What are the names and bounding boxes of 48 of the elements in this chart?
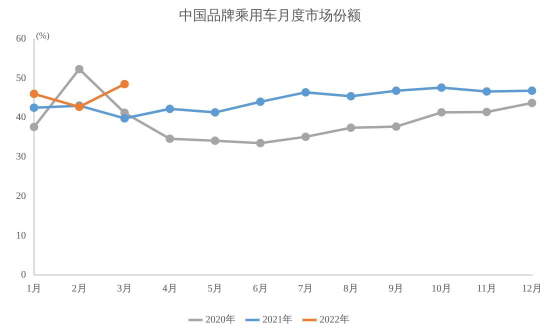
- y-tick-label: 20: [16, 190, 26, 202]
- point: [392, 122, 400, 131]
- x-tick-label: 6月: [252, 284, 268, 295]
- x-tick-label: 4月: [162, 284, 178, 295]
- point: [437, 108, 446, 117]
- y-tick-label: 50: [16, 72, 26, 84]
- x-tick-label: 10月: [431, 284, 452, 295]
- point: [528, 86, 536, 96]
- x-tick-label: 3月: [117, 284, 132, 295]
- y-tick-label: 60: [16, 33, 26, 44]
- point: [120, 114, 129, 123]
- point: [166, 104, 174, 114]
- x-tick-label: 5月: [208, 284, 223, 295]
- point: [210, 136, 220, 146]
- x-tick-label: 9月: [388, 284, 404, 295]
- legend-label: 2020年: [206, 314, 236, 326]
- point: [166, 134, 174, 144]
- point: [120, 80, 129, 88]
- y-axis-title: (%): [36, 30, 50, 41]
- point: [482, 87, 491, 96]
- y-tick-label: 40: [16, 112, 26, 124]
- x-tick-label: 2月: [72, 284, 87, 295]
- x-tick-label: 11月: [476, 284, 497, 295]
- point: [256, 98, 265, 106]
- point: [75, 64, 84, 74]
- point: [437, 83, 446, 92]
- x-tick-label: 1月: [26, 284, 42, 295]
- point: [210, 108, 220, 117]
- point: [482, 108, 491, 116]
- point: [528, 98, 536, 108]
- x-tick-label: 7月: [298, 284, 314, 295]
- legend-label: 2022年: [320, 314, 350, 326]
- point: [301, 88, 310, 97]
- chart-title: 中国品牌乘用车月度市场份额: [179, 8, 361, 24]
- point: [392, 86, 400, 96]
- y-tick-label: 10: [16, 230, 26, 242]
- legend-label: 2021年: [262, 314, 292, 326]
- point: [30, 103, 38, 112]
- point: [30, 90, 38, 98]
- x-tick-label: 8月: [343, 284, 358, 295]
- point: [256, 138, 265, 148]
- point: [346, 124, 356, 132]
- y-tick-label: 30: [16, 152, 26, 163]
- x-tick-label: 12月: [522, 284, 542, 295]
- point: [30, 122, 38, 132]
- point: [301, 132, 310, 142]
- point: [346, 92, 356, 101]
- y-tick-label: 0: [21, 270, 26, 281]
